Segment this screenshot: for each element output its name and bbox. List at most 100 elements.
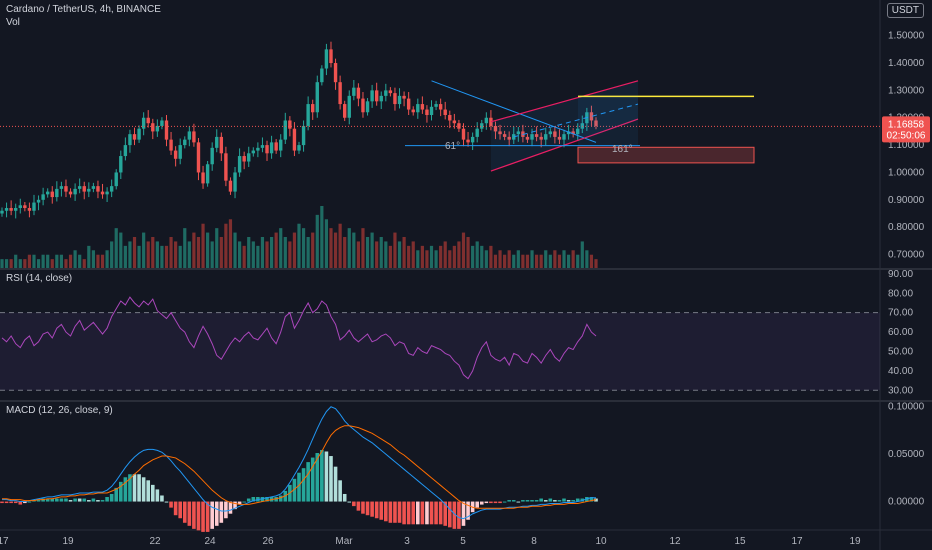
- macd-histogram-bar: [361, 501, 365, 514]
- candle-body: [77, 186, 82, 189]
- macd-histogram-bar: [141, 477, 146, 502]
- volume-bar: [548, 254, 552, 268]
- volume-bar: [379, 237, 383, 268]
- macd-histogram-bar: [73, 498, 77, 502]
- symbol-title[interactable]: Cardano / TetherUS, 4h, BINANCE: [6, 4, 161, 15]
- candle-body: [251, 150, 256, 154]
- time-tick-label: 3: [404, 536, 410, 547]
- candle-body: [32, 202, 36, 211]
- macd-histogram-bar: [160, 495, 164, 502]
- macd-histogram-bar: [543, 500, 548, 502]
- macd-histogram-bar: [580, 498, 585, 502]
- candle-body: [320, 68, 324, 83]
- macd-histogram-bar: [77, 498, 82, 502]
- candle-body: [388, 90, 393, 94]
- volume-bar: [155, 241, 159, 268]
- volume-bar: [407, 245, 411, 268]
- volume-bar: [142, 232, 146, 268]
- candle-body: [164, 120, 169, 140]
- macd-histogram-bar: [219, 501, 224, 523]
- candle-body: [228, 180, 233, 192]
- channel-lower-line: [490, 118, 639, 172]
- candle-body: [41, 194, 45, 200]
- candle-body: [0, 210, 4, 214]
- price-tag-value: 1.16858: [888, 119, 925, 130]
- candle-body: [576, 128, 580, 135]
- volume-bar: [311, 232, 315, 268]
- candle-body: [470, 136, 475, 143]
- macd-title[interactable]: MACD (12, 26, close, 9): [6, 405, 113, 416]
- candle-body: [64, 186, 68, 192]
- volume-bar: [50, 259, 54, 268]
- candle-body: [288, 120, 292, 129]
- volume-bar: [448, 250, 452, 268]
- candle-body: [173, 150, 178, 159]
- macd-histogram-bar: [493, 501, 498, 504]
- volume-bar: [114, 228, 118, 268]
- macd-tick-label: 0.10000: [888, 402, 925, 413]
- volume-bar: [388, 245, 392, 268]
- macd-histogram-bar: [173, 501, 178, 516]
- volume-bar: [439, 245, 443, 268]
- volume-bar: [489, 245, 493, 268]
- macd-histogram-bar: [557, 500, 562, 502]
- macd-histogram-bar: [402, 501, 406, 525]
- volume-bar: [251, 241, 255, 268]
- volume-bar: [68, 254, 73, 268]
- candle-body: [466, 139, 470, 143]
- macd-histogram-bar: [562, 498, 566, 502]
- macd-histogram-bar: [150, 484, 155, 502]
- volume-bar: [521, 254, 525, 268]
- macd-histogram-bar: [274, 497, 278, 502]
- volume-bar: [169, 237, 173, 268]
- candle-body: [365, 101, 370, 113]
- macd-histogram-bar: [548, 498, 553, 502]
- volume-bar: [274, 232, 278, 268]
- currency-badge[interactable]: USDT: [886, 3, 924, 18]
- fib-label-high: 161°: [612, 144, 633, 155]
- macd-histogram-bar: [64, 498, 68, 502]
- macd-histogram-bar: [137, 474, 141, 502]
- rsi-tick-label: 90.00: [888, 269, 913, 280]
- rsi-tick-label: 80.00: [888, 288, 913, 299]
- target-zone-box: [578, 96, 638, 146]
- candle-body: [219, 136, 224, 154]
- volume-bar: [535, 254, 539, 268]
- candle-body: [370, 90, 374, 102]
- candle-body: [315, 82, 319, 113]
- volume-bar: [594, 259, 598, 268]
- volume-bar: [23, 259, 27, 268]
- macd-histogram-bar: [379, 501, 384, 520]
- volume-bar: [576, 254, 580, 268]
- macd-histogram-bar: [507, 500, 511, 502]
- candle-body: [23, 205, 27, 209]
- macd-histogram-bar: [425, 501, 429, 525]
- volume-bar: [425, 250, 429, 268]
- rsi-title[interactable]: RSI (14, close): [6, 273, 73, 284]
- price-tick-label: 1.10000: [888, 140, 925, 151]
- volume-bar: [324, 219, 329, 268]
- macd-histogram-bar: [260, 497, 265, 502]
- volume-bar: [475, 241, 479, 268]
- candle-body: [306, 104, 310, 126]
- rsi-tick-label: 50.00: [888, 346, 913, 357]
- volume-bar: [507, 250, 511, 268]
- candle-body: [498, 131, 502, 135]
- macd-histogram-bar: [182, 501, 187, 523]
- candle-body: [548, 131, 553, 135]
- volume-bar: [233, 232, 237, 268]
- candle-body: [210, 147, 214, 165]
- volume-bar: [238, 241, 242, 268]
- candle-body: [123, 145, 128, 157]
- volume-bar: [333, 232, 338, 268]
- candle-body: [247, 153, 251, 162]
- macd-histogram-bar: [347, 501, 352, 503]
- volume-bar: [46, 254, 50, 268]
- macd-histogram-bar: [310, 457, 315, 502]
- candle-body: [269, 142, 274, 154]
- macd-histogram-bar: [292, 478, 297, 502]
- candle-body: [233, 172, 237, 192]
- macd-histogram-bar: [356, 501, 361, 511]
- candle-body: [420, 104, 425, 110]
